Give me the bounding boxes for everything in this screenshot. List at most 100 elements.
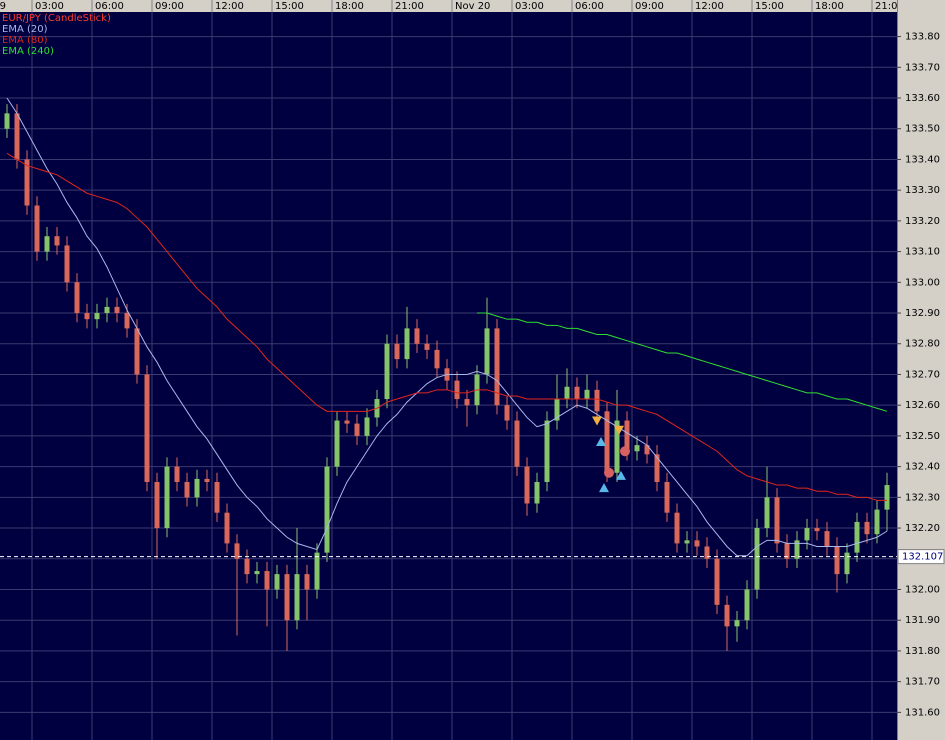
x-tick-label: 15:00 <box>755 1 784 12</box>
candle-body <box>34 205 40 252</box>
candle-body <box>804 528 810 541</box>
y-tick-label: 133.60 <box>905 93 940 104</box>
candle-body <box>44 236 50 252</box>
candle-body <box>284 574 290 621</box>
candle-body <box>614 420 620 473</box>
trade-marker <box>604 467 614 478</box>
candle-body <box>884 485 890 510</box>
candle-body <box>574 386 580 400</box>
candle-body <box>524 466 530 504</box>
candle-body <box>844 552 850 575</box>
candle-body <box>674 512 680 544</box>
x-tick-label: 12:00 <box>215 1 244 12</box>
candle-body <box>424 343 430 350</box>
x-tick-label: 12:00 <box>695 1 724 12</box>
y-axis: 133.80 133.70 133.60 133.50 133.40 133.30 133.… <box>897 32 945 718</box>
candle-body <box>254 571 260 575</box>
candle-body <box>94 313 100 320</box>
candle-body <box>704 546 710 559</box>
candle-body <box>354 423 360 436</box>
legend-entry: EMA (20) <box>2 24 48 35</box>
candle-body <box>14 113 20 160</box>
candle-body <box>324 466 330 553</box>
candle-body <box>154 481 160 529</box>
x-tick-label: 21:00 <box>395 1 424 12</box>
candle-body <box>484 328 490 375</box>
y-tick-label: 133.70 <box>905 62 940 73</box>
candle-body <box>274 574 280 590</box>
candle-body <box>434 349 440 369</box>
legend: EUR/JPY (CandleStick)EMA (20)EMA (80)EMA… <box>2 13 111 57</box>
x-tick-label: 18:00 <box>815 1 844 12</box>
candle-body <box>104 306 110 314</box>
candle-body <box>314 552 320 590</box>
ema-line <box>6 97 888 557</box>
y-tick-label: 133.10 <box>905 247 940 258</box>
y-tick-label: 132.30 <box>905 492 940 503</box>
candle-body <box>724 604 730 627</box>
candle-body <box>204 478 210 482</box>
candle-body <box>554 399 560 421</box>
candle-body <box>764 497 770 529</box>
legend-entry: EMA (240) <box>2 46 54 57</box>
y-tick-label: 132.60 <box>905 400 940 411</box>
candle-body <box>164 466 170 529</box>
candle-body <box>244 558 250 575</box>
y-tick-label: 133.20 <box>905 216 940 227</box>
y-tick-label: 132.50 <box>905 431 940 442</box>
candle-body <box>534 481 540 504</box>
grid <box>0 12 897 740</box>
candle-body <box>134 328 140 375</box>
trade-marker <box>616 470 626 480</box>
candle-body <box>824 531 830 547</box>
candle-body <box>214 481 220 513</box>
y-tick-label: 133.00 <box>905 277 940 288</box>
trade-marker <box>620 446 630 457</box>
x-tick-label: 15:00 <box>275 1 304 12</box>
trade-marker <box>596 437 606 447</box>
y-tick-label: 133.80 <box>905 32 940 43</box>
candle-body <box>874 509 880 535</box>
candle-body <box>454 380 460 400</box>
candle-body <box>124 313 130 329</box>
candle-body <box>634 445 640 452</box>
x-tick-label: 09:00 <box>635 1 664 12</box>
candle-body <box>514 420 520 467</box>
x-tick-label: 09:00 <box>155 1 184 12</box>
candle-body <box>194 478 200 498</box>
trade-marker <box>599 483 609 493</box>
candle-body <box>4 113 10 129</box>
candle-body <box>774 497 780 544</box>
candle-body <box>744 589 750 621</box>
candle-body <box>64 245 70 283</box>
candle-body <box>644 445 650 455</box>
candle-body <box>54 236 60 246</box>
x-tick-label: 06:00 <box>95 1 124 12</box>
candle-body <box>304 574 310 590</box>
y-tick-label: 133.40 <box>905 154 940 165</box>
last-price-box <box>897 549 945 565</box>
y-tick-label: 131.90 <box>905 615 940 626</box>
y-tick-label: 132.90 <box>905 308 940 319</box>
candle-body <box>584 389 590 400</box>
legend-entry: EUR/JPY (CandleStick) <box>2 13 111 24</box>
candle-body <box>604 411 610 473</box>
candle-body <box>694 540 700 547</box>
x-tick-label: 9 <box>0 1 6 12</box>
ema-line <box>6 152 887 501</box>
candle-body <box>814 528 820 532</box>
candle-body <box>664 481 670 513</box>
candle-body <box>174 466 180 482</box>
x-tick-label: 03:00 <box>35 1 64 12</box>
y-tick-label: 131.80 <box>905 646 940 657</box>
candle-body <box>184 481 190 498</box>
candle-body <box>654 454 660 482</box>
y-tick-label: 133.50 <box>905 124 940 135</box>
candle-body <box>224 512 230 544</box>
y-tick-label: 133.30 <box>905 185 940 196</box>
candle-body <box>24 159 30 206</box>
x-tick-label: Nov 20 <box>455 1 490 12</box>
candle-body <box>294 574 300 621</box>
ema-line <box>477 312 888 412</box>
